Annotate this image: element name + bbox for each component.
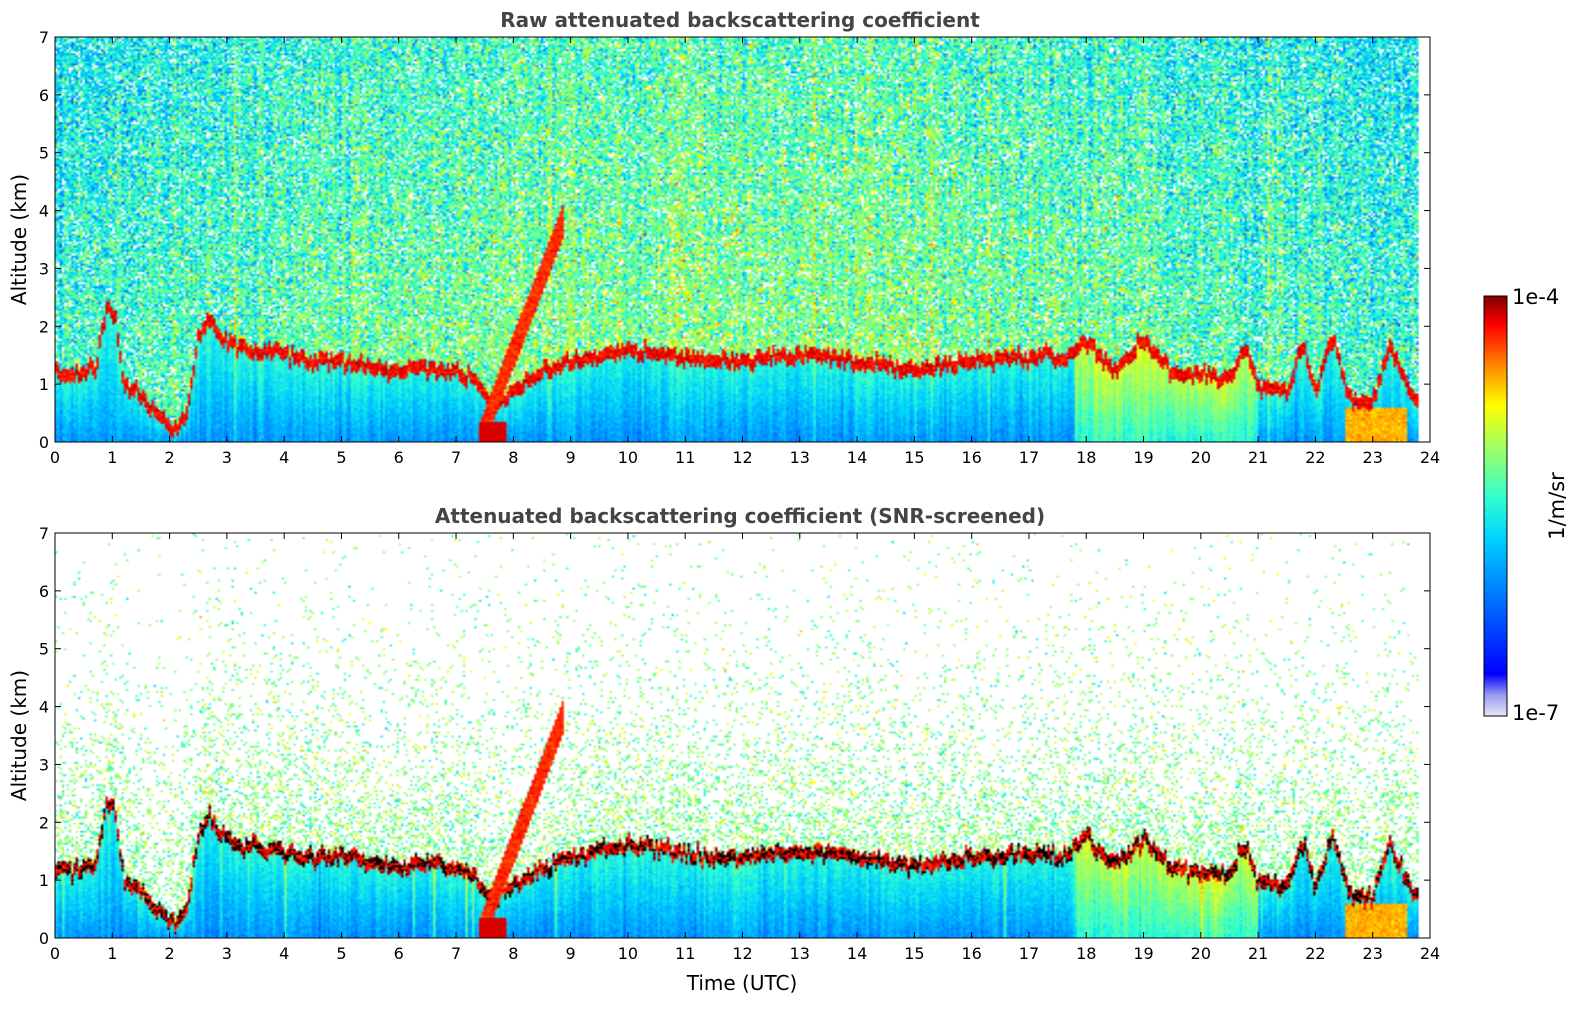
x-tick-label: 23 [1363,448,1383,467]
x-tick-label: 11 [675,944,695,963]
panel-raw: Raw attenuated backscattering coefficien… [7,8,1440,467]
x-tick-label: 16 [961,944,981,963]
x-tick-label: 12 [732,448,752,467]
x-tick-label: 19 [1133,448,1153,467]
x-tick-label: 1 [107,944,117,963]
colorbar-unit-label: 1/m/sr [1545,472,1569,540]
x-tick-label: 20 [1191,448,1211,467]
y-tick-label: 4 [39,698,49,717]
x-tick-label: 17 [1019,448,1039,467]
x-tick-label: 17 [1019,944,1039,963]
x-tick-label: 2 [164,944,174,963]
heatmap-image [55,37,1430,442]
x-tick-label: 20 [1191,944,1211,963]
x-tick-label: 4 [279,944,289,963]
x-tick-label: 9 [566,944,576,963]
x-tick-label: 24 [1420,448,1440,467]
x-tick-label: 7 [451,448,461,467]
x-tick-label: 0 [50,448,60,467]
y-tick-label: 2 [39,813,49,832]
x-tick-label: 5 [336,944,346,963]
y-tick-label: 6 [39,86,49,105]
x-tick-label: 23 [1363,944,1383,963]
x-tick-label: 8 [508,944,518,963]
x-tick-label: 15 [904,448,924,467]
x-tick-label: 4 [279,448,289,467]
x-tick-label: 11 [675,448,695,467]
y-tick-label: 6 [39,582,49,601]
x-tick-label: 8 [508,448,518,467]
axis-ticks: 0 1 2 3 4 5 6 7 8 9 10 11 12 13 14 15 16 17 18 19 20 21 22 23 24… [39,524,1440,963]
x-tick-label: 3 [222,944,232,963]
x-tick-label: 18 [1076,448,1096,467]
x-tick-label: 12 [732,944,752,963]
panel-title: Raw attenuated backscattering coefficien… [500,8,980,32]
axis-ticks: 0 1 2 3 4 5 6 7 8 9 10 11 12 13 14 15 16 17 18 19 20 21 22 23 24… [39,28,1440,467]
x-tick-label: 16 [961,448,981,467]
x-tick-label: 7 [451,944,461,963]
x-tick-label: 6 [394,944,404,963]
y-tick-label: 3 [39,259,49,278]
y-tick-label: 7 [39,28,49,47]
colorbar-max-label: 1e-4 [1512,285,1559,309]
x-tick-label: 10 [618,944,638,963]
x-tick-label: 21 [1248,448,1268,467]
x-tick-label: 22 [1305,448,1325,467]
x-tick-label: 6 [394,448,404,467]
x-tick-label: 0 [50,944,60,963]
x-tick-label: 18 [1076,944,1096,963]
panel-title: Attenuated backscattering coefficient (S… [435,504,1045,528]
x-tick-label: 24 [1420,944,1440,963]
colorbar: 1e-4 1e-7 1/m/sr [1483,285,1569,725]
heatmap-image [55,533,1430,938]
y-axis-label: Altitude (km) [7,670,31,801]
x-tick-label: 21 [1248,944,1268,963]
y-tick-label: 1 [39,375,49,394]
x-tick-label: 19 [1133,944,1153,963]
x-tick-label: 10 [618,448,638,467]
x-tick-label: 5 [336,448,346,467]
y-tick-label: 4 [39,202,49,221]
x-tick-label: 3 [222,448,232,467]
colorbar-gradient [1483,295,1508,717]
x-tick-label: 9 [566,448,576,467]
panel-screened: Attenuated backscattering coefficient (S… [7,504,1440,995]
x-tick-label: 13 [790,448,810,467]
colorbar-min-label: 1e-7 [1512,701,1559,725]
x-tick-label: 22 [1305,944,1325,963]
x-tick-label: 13 [790,944,810,963]
y-tick-label: 0 [39,433,49,452]
x-tick-label: 1 [107,448,117,467]
x-tick-label: 15 [904,944,924,963]
y-tick-label: 3 [39,755,49,774]
y-tick-label: 1 [39,871,49,890]
y-tick-label: 5 [39,640,49,659]
x-tick-label: 14 [847,448,867,467]
x-axis-label: Time (UTC) [686,971,798,995]
y-tick-label: 2 [39,317,49,336]
y-tick-label: 5 [39,144,49,163]
y-tick-label: 7 [39,524,49,543]
y-axis-label: Altitude (km) [7,174,31,305]
y-tick-label: 0 [39,929,49,948]
x-tick-label: 14 [847,944,867,963]
x-tick-label: 2 [164,448,174,467]
